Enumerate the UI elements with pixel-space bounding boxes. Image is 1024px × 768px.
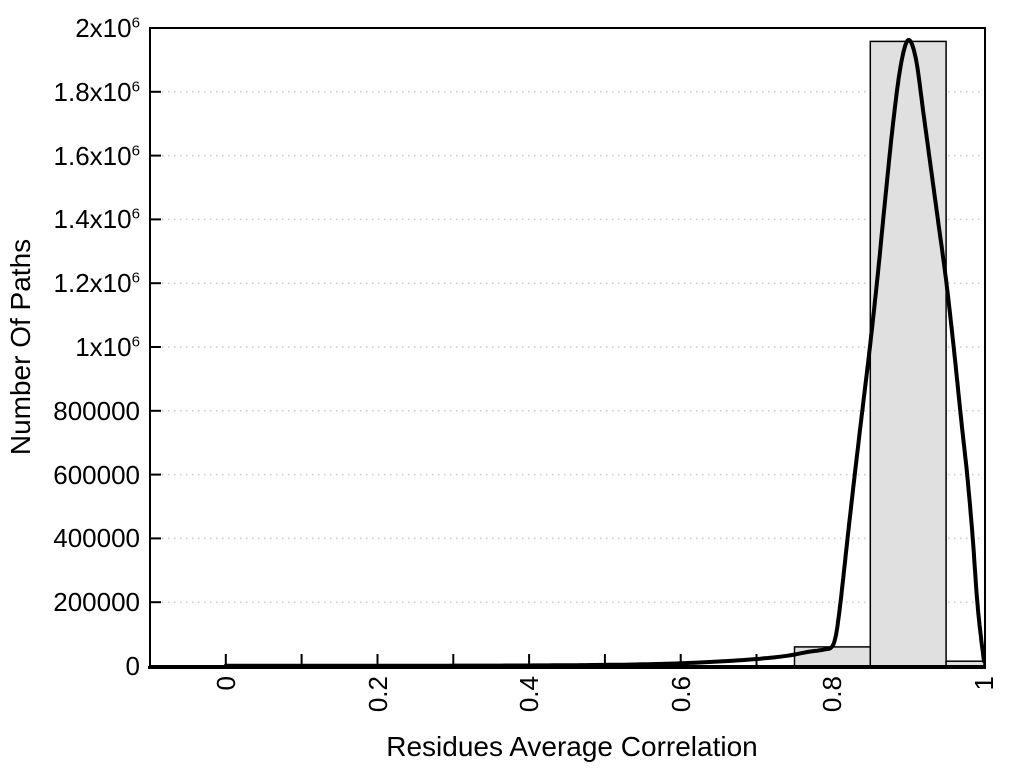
x-tick-label: 0.2 [362, 676, 393, 713]
exponent: 6 [131, 141, 140, 159]
plot-frame [149, 27, 986, 667]
y-tick-label: 1.4x106 [53, 204, 140, 235]
y-tick-label: 1.6x106 [53, 140, 140, 171]
histogram-bar [869, 40, 947, 667]
exponent: 6 [131, 78, 140, 96]
exponent: 6 [131, 14, 140, 32]
y-tick-label: 800000 [53, 395, 140, 426]
exponent: 6 [131, 205, 140, 223]
y-tick-label: 2x106 [75, 13, 140, 43]
y-tick-label: 1.8x106 [53, 76, 140, 107]
histogram-bar [793, 646, 872, 667]
exponent: 6 [131, 269, 140, 287]
x-tick-label: 0 [210, 676, 241, 691]
y-tick-label: 400000 [53, 523, 140, 554]
x-tick-label: 0.4 [514, 676, 545, 713]
x-tick-label: 0.6 [665, 676, 696, 713]
y-axis-title: Number Of Paths [5, 238, 36, 456]
x-tick-label: 1 [969, 676, 999, 691]
y-tick-label: 600000 [53, 459, 140, 490]
y-tick-label: 200000 [53, 587, 140, 618]
y-tick-label: 0 [125, 651, 140, 681]
y-tick-label: 1.2x106 [53, 268, 140, 299]
exponent: 6 [131, 333, 140, 351]
y-tick-label: 1x106 [75, 332, 140, 362]
x-tick-label: 0.8 [817, 676, 848, 713]
x-axis-title: Residues Average Correlation [386, 731, 758, 762]
